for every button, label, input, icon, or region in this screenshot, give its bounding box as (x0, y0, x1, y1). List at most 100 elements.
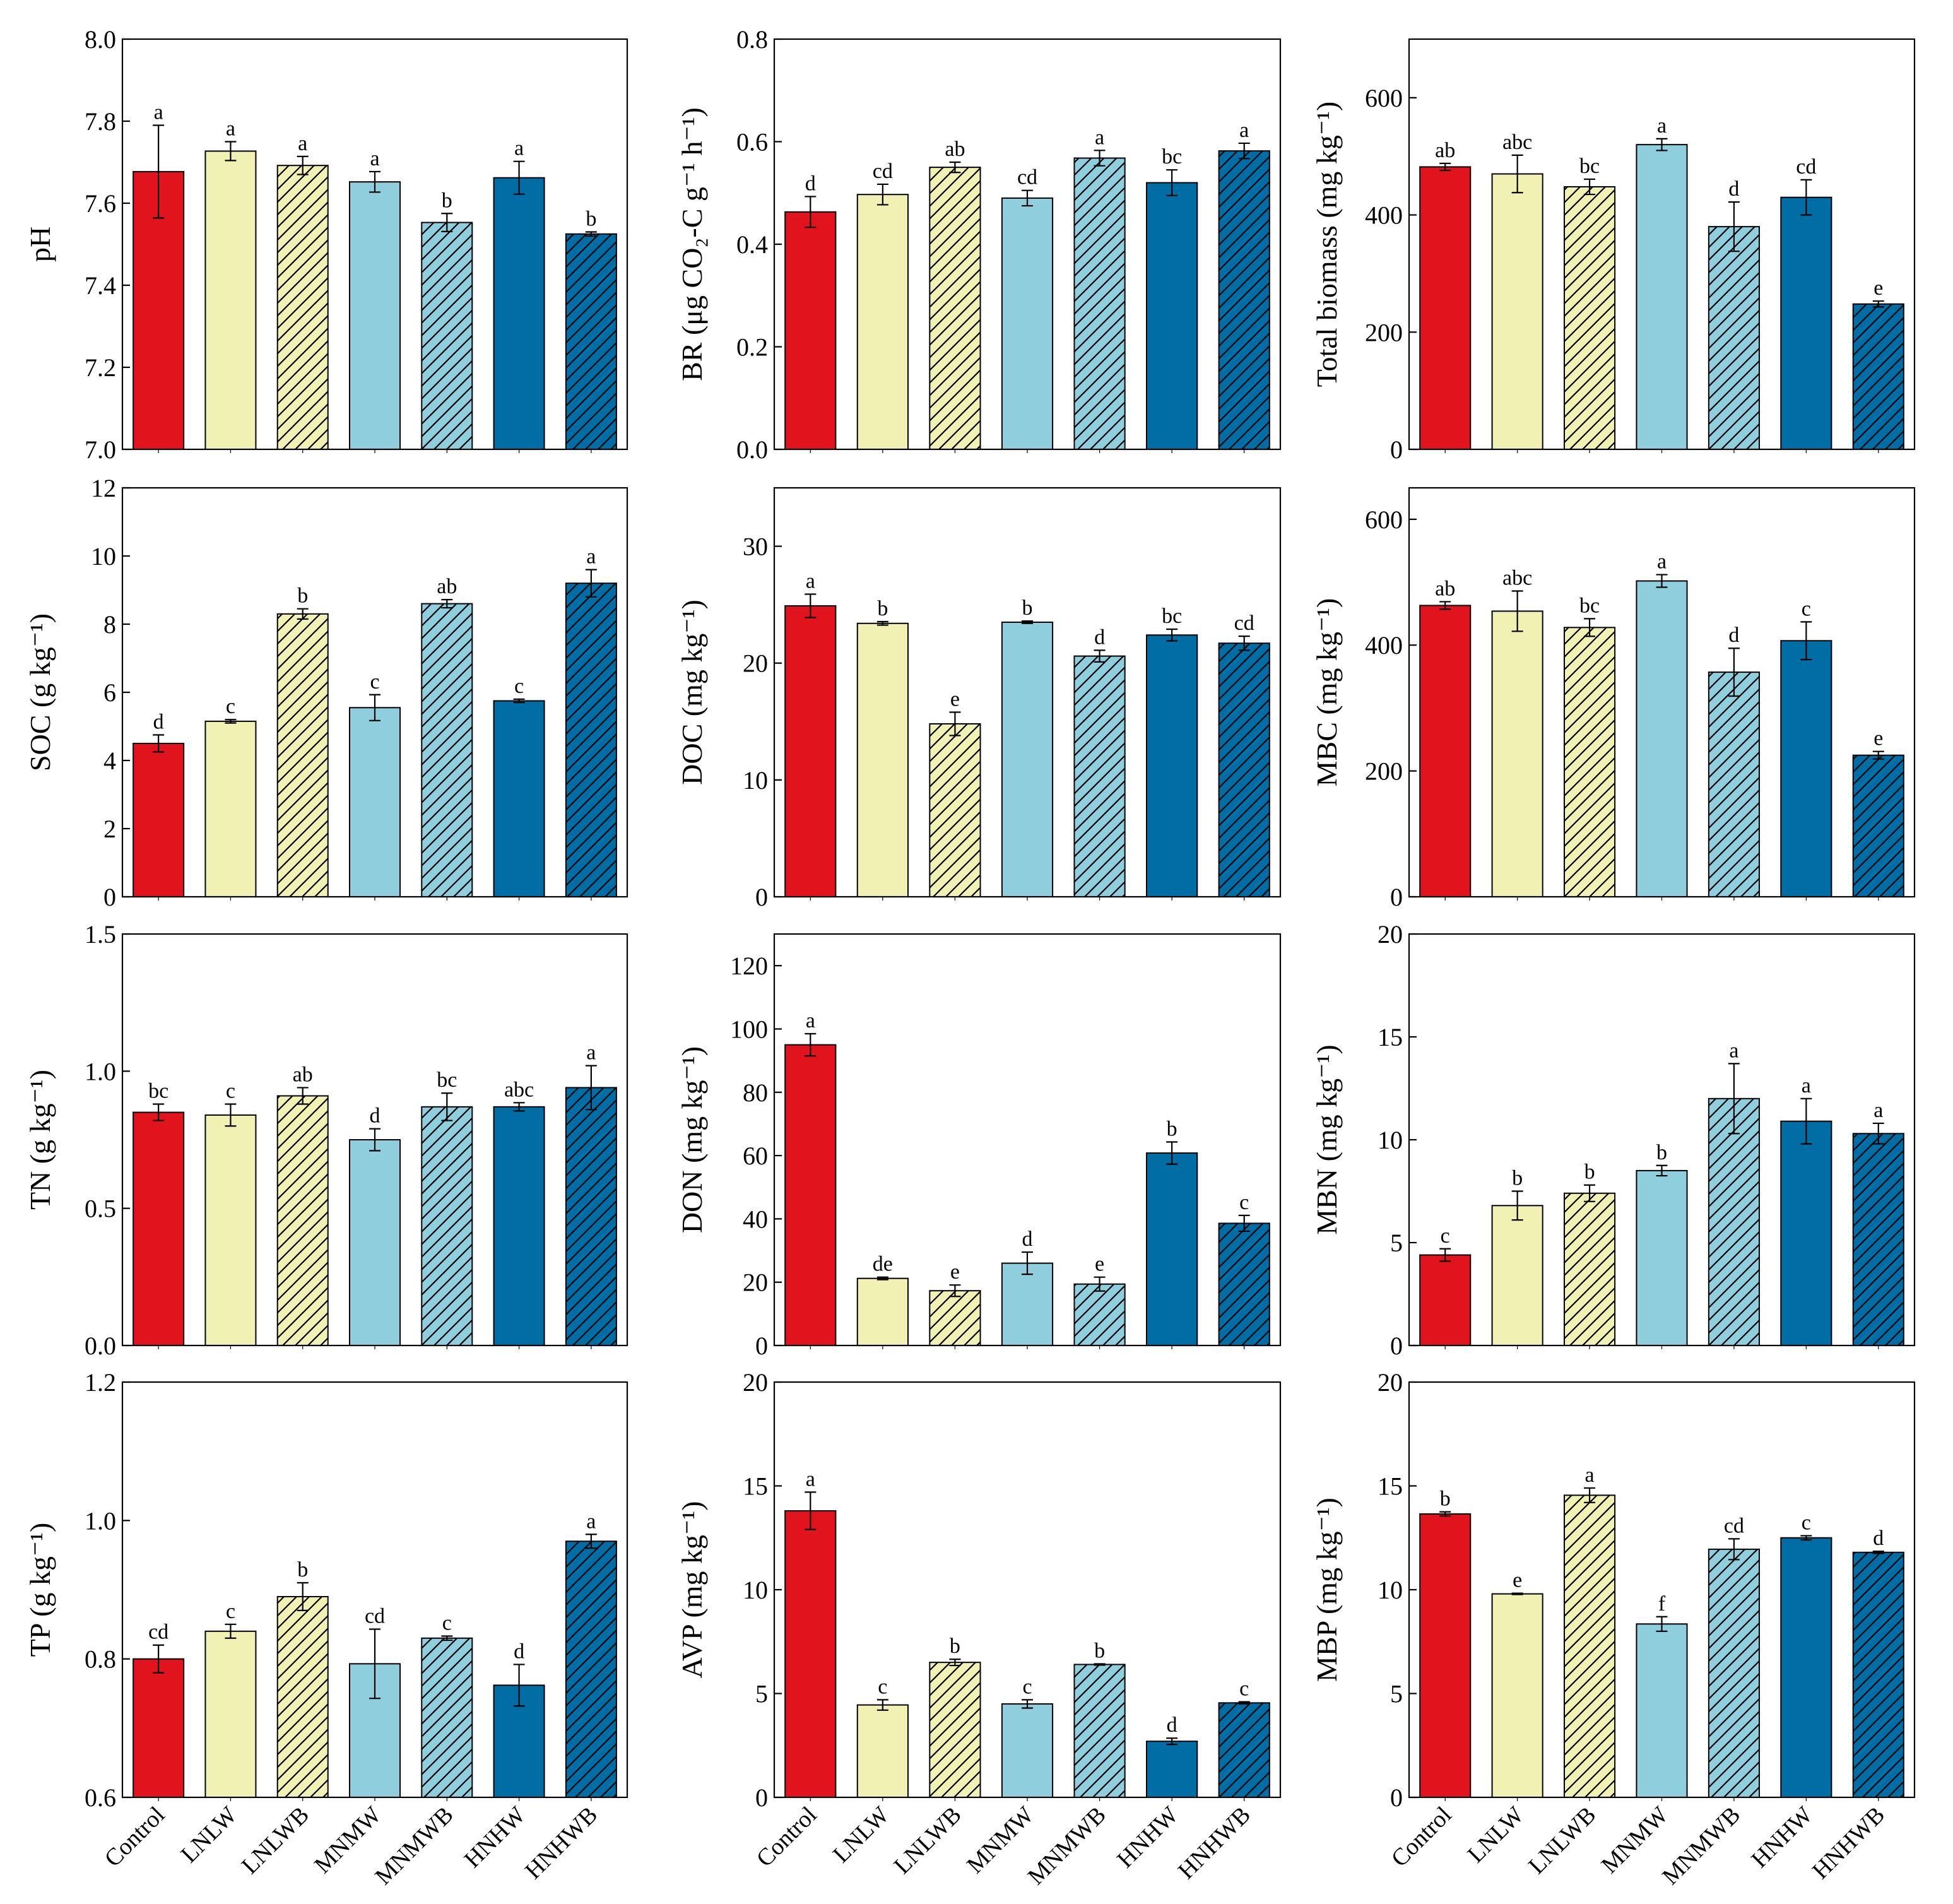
bar-BR-HNHW (1146, 182, 1198, 450)
bar-BR-LNLW (856, 194, 909, 450)
sig-letter-SOC-LNLW: c (226, 695, 235, 718)
error-bar-BR-MNMWB (1094, 150, 1106, 167)
error-bar-MBN-LNLW (1511, 1190, 1523, 1221)
sig-letter-TotalBiomass-LNLWB: bc (1579, 155, 1600, 178)
panel-AVP: a c b c b d c 0 5 10 15 20 AVP (mg kg⁻¹) Control LNLWL… (676, 1368, 1282, 1890)
sig-letter-BR-HNHW: bc (1162, 145, 1182, 169)
y-tick-label-MBP: 15 (1378, 1472, 1403, 1501)
bar-hatch-DON-HNHWB (1218, 1223, 1270, 1345)
sig-letter-MBN-MNMWB: a (1729, 1039, 1738, 1062)
y-tick-label-MBN: 20 (1378, 920, 1403, 949)
y-tick-label-MBN: 15 (1378, 1023, 1403, 1051)
y-tick-label-DON: 40 (743, 1205, 768, 1233)
y-tick-label-pH: 7.8 (85, 107, 116, 136)
y-tick-label-DOC: 10 (743, 766, 768, 795)
error-bar-pH-LNLWB (297, 155, 309, 175)
bar-hatch-AVP-LNLWB (929, 1662, 981, 1797)
bar-hatch-DOC-MNMWB (1074, 656, 1125, 897)
error-bar-pH-Control (153, 124, 165, 219)
bar-MBP-HNHW (1780, 1537, 1832, 1798)
y-axis-label-BR: BR (μg CO₂-C g⁻¹ h⁻¹) (676, 107, 708, 381)
sig-letter-DON-MNMW: d (1022, 1227, 1033, 1251)
y-tick-label-TN: 1.0 (85, 1057, 116, 1085)
y-tick-label-SOC: 6 (103, 678, 116, 707)
error-bar-pH-MNMWB (441, 213, 453, 232)
error-bar-SOC-LNLWB (297, 608, 309, 620)
error-bar-SOC-MNMWB (441, 599, 453, 609)
bar-TN-MNMW (349, 1139, 401, 1346)
y-tick-label-TP: 0.8 (85, 1645, 116, 1674)
y-tick-label-MBN: 0 (1390, 1332, 1403, 1360)
error-bar-DOC-HNHWB (1238, 636, 1250, 651)
bar-hatch-TP-HNHWB (565, 1541, 617, 1797)
y-tick-label-MBC: 0 (1390, 883, 1403, 911)
bar-DOC-LNLW (856, 622, 909, 897)
sig-letter-MBP-Control: b (1440, 1487, 1451, 1511)
error-bar-AVP-HNHWB (1238, 1701, 1250, 1705)
sig-letter-pH-Control: a (154, 101, 163, 124)
bar-hatch-DOC-HNHWB (1218, 643, 1270, 897)
error-bar-DON-LNLW (876, 1276, 888, 1280)
x-category-label-AVP-Control: Control (752, 1802, 822, 1872)
sig-letter-SOC-MNMWB: ab (437, 575, 457, 598)
bar-MBC-HNHW (1780, 640, 1832, 897)
x-category-label-MBP-MNMWB: MNMWB (1657, 1802, 1745, 1890)
y-tick-label-MBP: 0 (1390, 1783, 1403, 1812)
bar-DON-MNMW (1001, 1262, 1054, 1346)
sig-letter-MBC-LNLW: abc (1502, 566, 1532, 589)
sig-letter-pH-HNHW: a (514, 137, 524, 160)
y-tick-label-pH: 7.6 (85, 189, 116, 218)
y-axis-label-SOC: SOC (g kg⁻¹) (24, 613, 56, 771)
bar-hatch-pH-MNMWB (422, 222, 473, 449)
bar-AVP-LNLW (856, 1704, 909, 1798)
y-tick-label-DOC: 30 (743, 533, 768, 561)
sig-letter-DOC-Control: a (806, 569, 815, 593)
sig-letter-AVP-HNHW: d (1167, 1713, 1177, 1737)
y-tick-label-MBC: 200 (1365, 757, 1403, 786)
sig-letter-MBP-LNLWB: a (1585, 1463, 1595, 1487)
sig-letter-MBC-HNHWB: e (1873, 727, 1883, 750)
panel-MBC: ab abc bc a d c e 0 200 400 600 MBC (mg kg⁻¹) (1311, 487, 1916, 911)
y-tick-label-TP: 1.0 (85, 1506, 116, 1535)
y-tick-label-AVP: 10 (743, 1576, 768, 1604)
y-axis-label-DON: DON (mg kg⁻¹) (676, 1046, 708, 1233)
bar-pH-MNMW (349, 181, 401, 450)
bar-hatch-MBC-MNMWB (1708, 672, 1759, 897)
y-tick-label-MBP: 10 (1378, 1576, 1403, 1604)
error-bar-MBC-LNLW (1511, 590, 1523, 632)
sig-letter-TP-LNLW: c (226, 1600, 235, 1623)
bar-hatch-MBC-LNLWB (1564, 627, 1615, 897)
sig-letter-DOC-MNMWB: d (1094, 625, 1105, 649)
error-bar-MBN-MNMWB (1728, 1063, 1740, 1135)
sig-letter-MBN-Control: c (1441, 1224, 1450, 1248)
bar-AVP-Control (784, 1510, 837, 1798)
y-tick-label-BR: 0.6 (736, 128, 768, 157)
y-tick-label-SOC: 2 (103, 815, 116, 843)
y-axis-label-DOC: DOC (mg kg⁻¹) (676, 600, 708, 785)
sig-letter-SOC-HNHW: c (514, 675, 524, 698)
error-bar-SOC-MNMW (369, 694, 381, 721)
error-bar-MBC-HNHWB (1872, 750, 1884, 760)
y-tick-label-BR: 0.8 (736, 25, 768, 54)
y-tick-label-AVP: 0 (755, 1783, 768, 1812)
y-tick-label-SOC: 10 (91, 542, 116, 571)
error-bar-DOC-MNMWB (1094, 649, 1106, 663)
error-bar-TN-MNMW (369, 1128, 381, 1152)
bar-hatch-TP-LNLWB (277, 1596, 328, 1797)
error-bar-TotalBiomass-LNLWB (1584, 178, 1596, 196)
sig-letter-SOC-MNMW: c (370, 670, 379, 694)
sig-letter-DOC-HNHWB: cd (1234, 612, 1254, 635)
bar-DOC-MNMW (1001, 621, 1054, 898)
error-bar-SOC-Control (153, 734, 165, 753)
bar-MBC-LNLW (1491, 610, 1543, 897)
sig-letter-MBP-MNMW: f (1658, 1592, 1666, 1616)
y-tick-label-TN: 1.5 (85, 920, 116, 949)
y-tick-label-BR: 0.0 (736, 435, 768, 464)
bar-SOC-HNHW (493, 700, 545, 897)
x-category-label-AVP-LNLWB: LNLWB (889, 1802, 967, 1879)
y-tick-label-MBP: 5 (1390, 1680, 1403, 1708)
y-tick-label-TotalBiomass: 200 (1365, 318, 1403, 346)
x-category-label-TP-HNHW: HNHW (459, 1802, 531, 1873)
